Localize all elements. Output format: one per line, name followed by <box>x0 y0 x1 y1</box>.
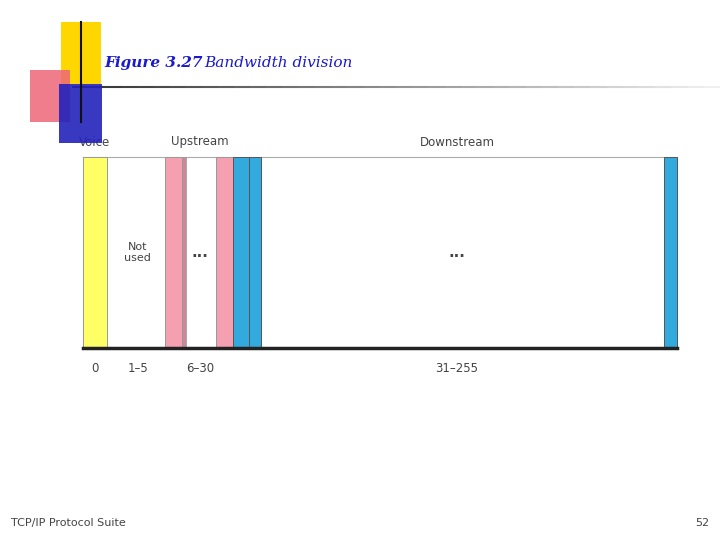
Bar <box>61 22 101 84</box>
Text: 0: 0 <box>91 362 99 375</box>
Bar <box>165 157 182 348</box>
Text: Not
used: Not used <box>124 241 151 263</box>
Bar <box>664 157 678 348</box>
Text: Figure 3.27: Figure 3.27 <box>104 56 203 70</box>
Text: Upstream: Upstream <box>171 136 229 148</box>
Text: ...: ... <box>192 245 209 260</box>
Bar <box>83 157 678 348</box>
Bar <box>216 157 233 348</box>
Text: Voice: Voice <box>79 136 111 148</box>
Text: 31–255: 31–255 <box>436 362 479 375</box>
Text: Bandwidth division: Bandwidth division <box>204 56 352 70</box>
Text: TCP/IP Protocol Suite: TCP/IP Protocol Suite <box>11 518 125 528</box>
Bar <box>59 84 102 143</box>
Text: Downstream: Downstream <box>420 136 495 148</box>
Bar <box>249 157 261 348</box>
Bar <box>233 157 249 348</box>
Text: 52: 52 <box>695 518 709 528</box>
Text: 1–5: 1–5 <box>127 362 148 375</box>
Bar <box>182 157 186 348</box>
Text: 6–30: 6–30 <box>186 362 215 375</box>
Text: ...: ... <box>449 245 465 260</box>
Bar <box>83 157 107 348</box>
Bar <box>30 70 70 122</box>
